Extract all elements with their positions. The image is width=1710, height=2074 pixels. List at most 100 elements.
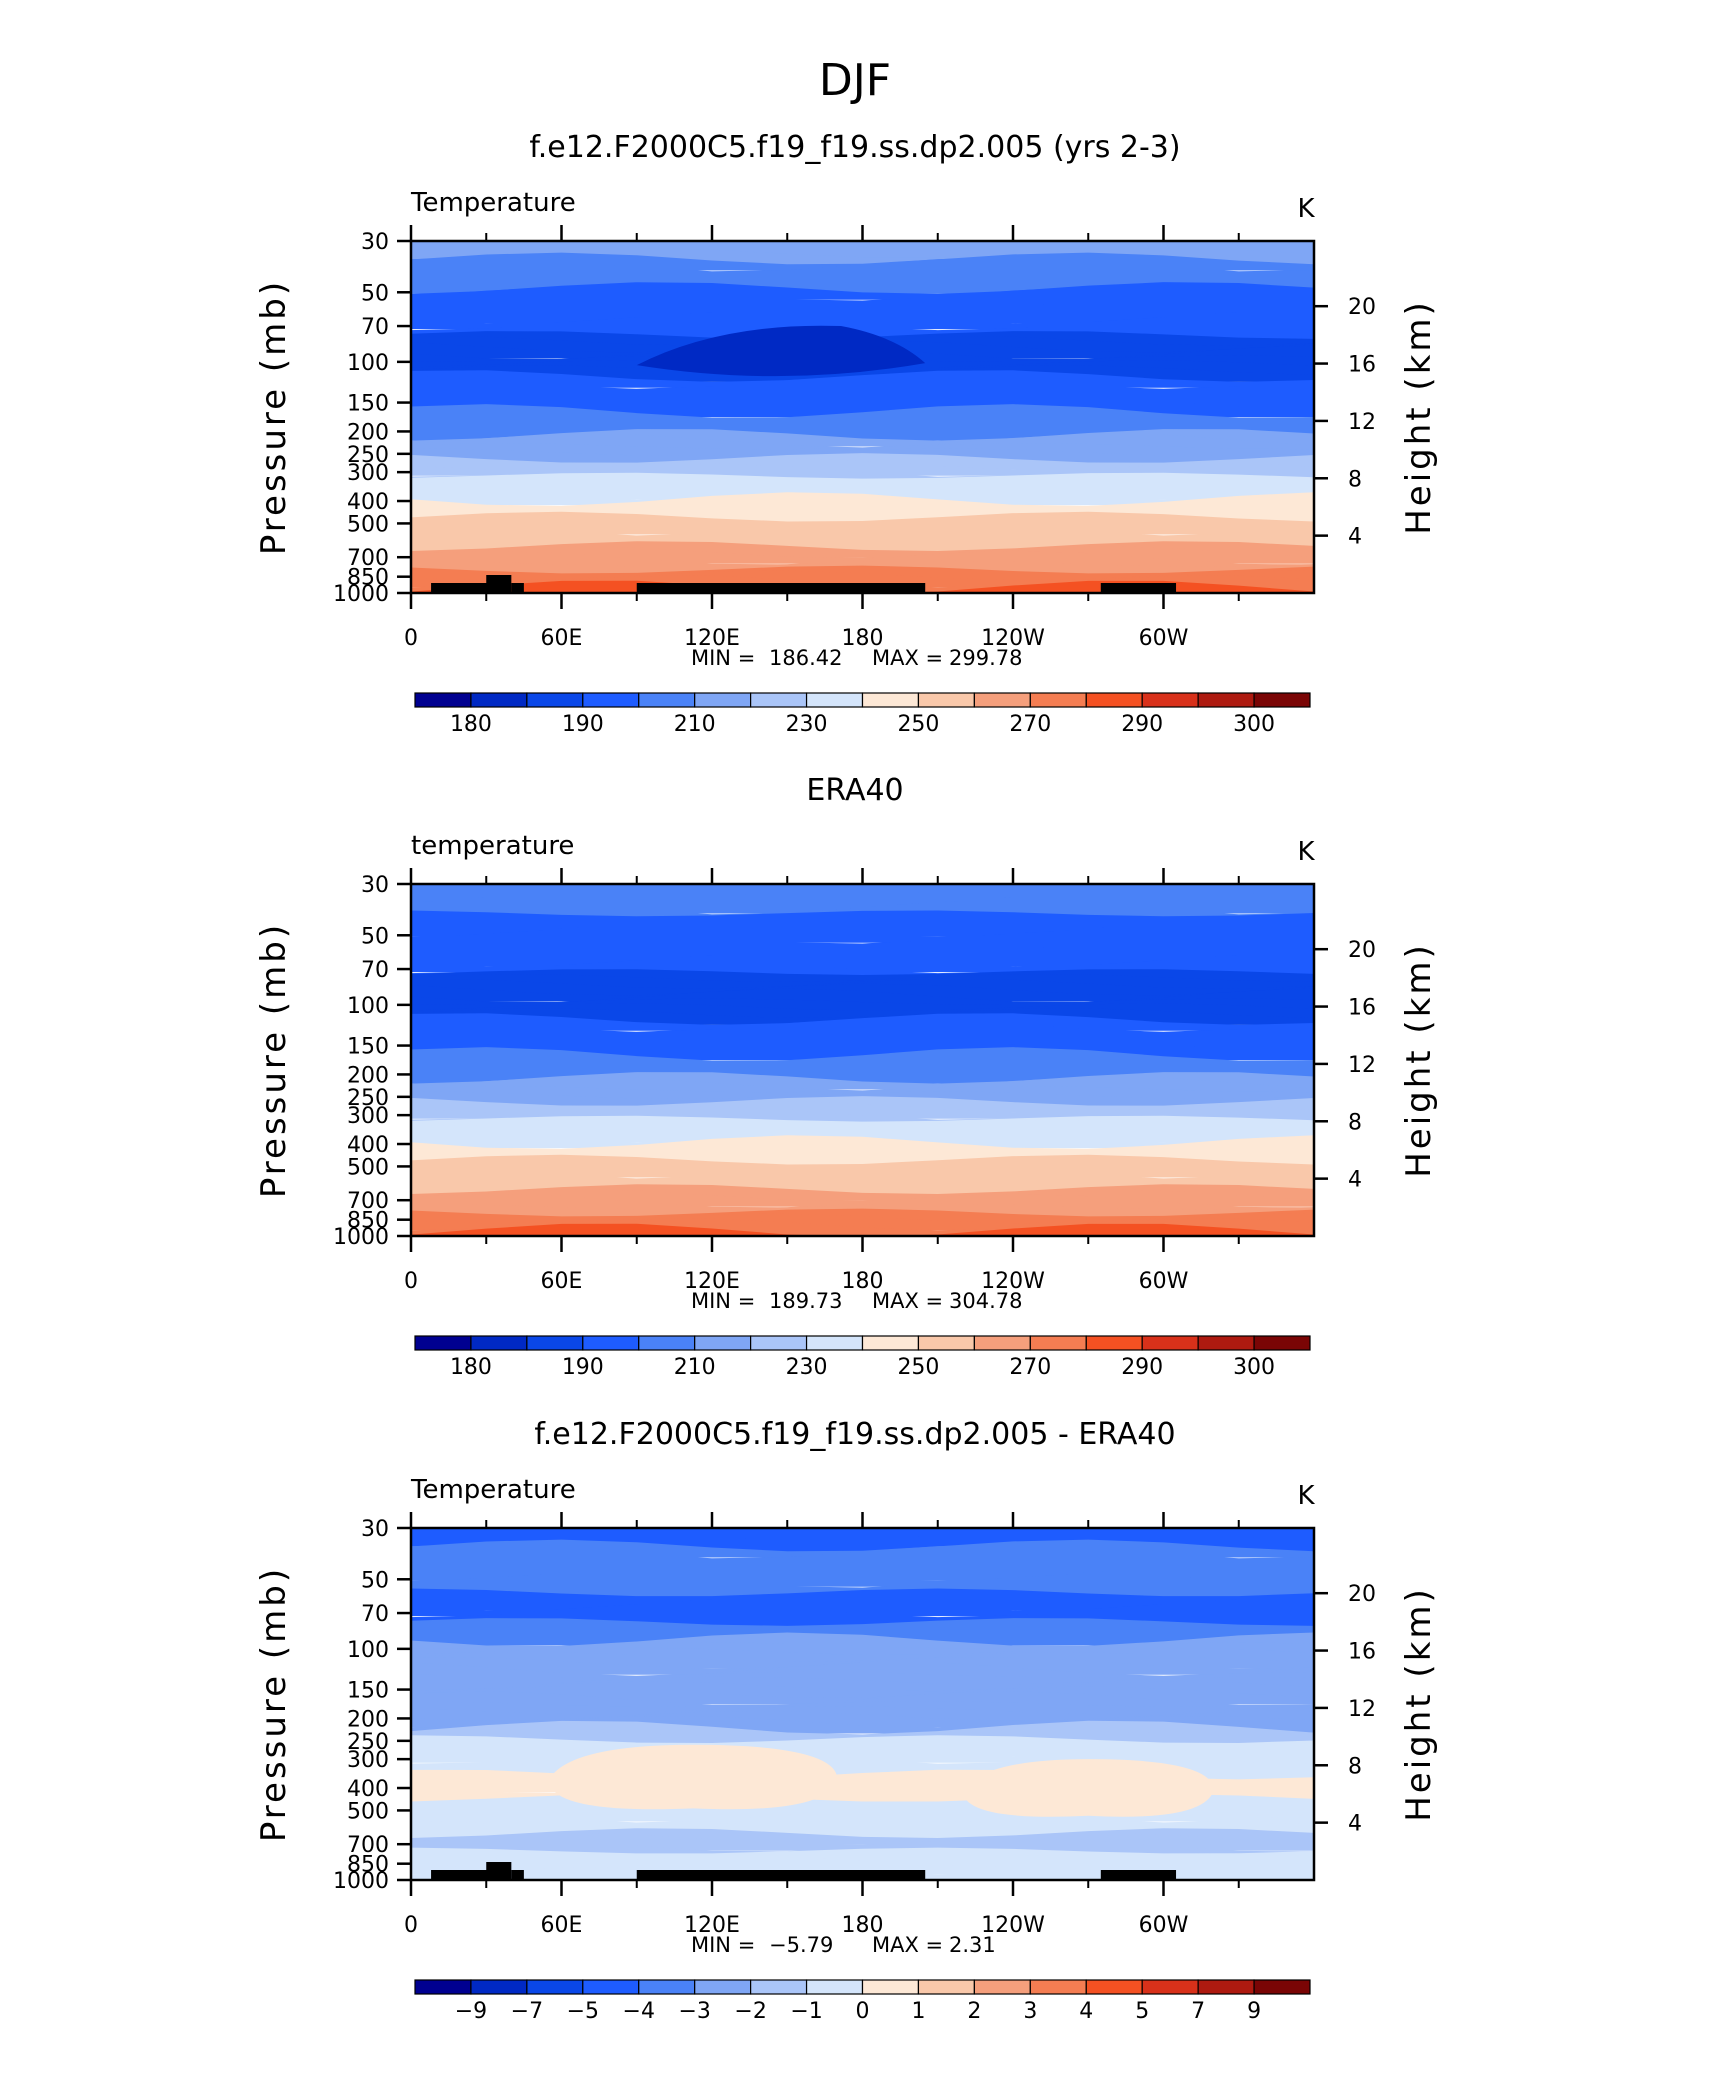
contour-band [411,1808,1314,1828]
colorbar-box [638,692,696,708]
colorbar-box [1141,1335,1199,1351]
y2-tick-label: 8 [1348,467,1362,492]
colorbar-box [861,1335,920,1351]
colorbar-box [414,1979,472,1995]
contour-field [411,241,1314,593]
y-tick-label: 850 [347,1853,389,1878]
x-tick-label: 60E [541,626,583,651]
colorbar-box [694,1335,752,1351]
colorbar-box [1141,692,1199,708]
min-label: MIN = [691,646,755,670]
x-tick-label: 60W [1139,1269,1189,1294]
y2-tick-label: 20 [1348,1582,1376,1607]
y2-tick-label: 20 [1348,295,1376,320]
y-tick-label: 150 [347,392,389,417]
colorbar-label: 230 [786,712,828,737]
y-tick-label: 850 [347,566,389,591]
y-tick-label: 50 [361,924,389,949]
colorbar-label: 230 [786,1355,828,1380]
colorbar-box [917,1335,975,1351]
max-value: 304.78 [949,1289,1022,1313]
colorbar-label: −9 [455,1999,487,2024]
min-value: −5.79 [769,1933,833,1957]
colorbar-box [1197,1335,1255,1351]
colorbar-box [1253,1335,1311,1351]
y2-tick-label: 12 [1348,410,1376,435]
colorbar-box [526,1335,584,1351]
panel-model: f.e12.F2000C5.f19_f19.ss.dp2.005 (yrs 2-… [254,130,1439,737]
colorbar-box [582,692,640,708]
y-tick-label: 30 [361,230,389,255]
x-tick-label: 120W [981,626,1045,651]
colorbar-label: −5 [567,1999,599,2024]
colorbar-label: 290 [1121,712,1163,737]
max-value: 299.78 [949,646,1022,670]
colorbar-label: 250 [897,1355,939,1380]
y-tick-label: 250 [347,1730,389,1755]
contour-band [411,1544,1314,1564]
contour-band [411,1662,1314,1681]
y-tick-label: 70 [361,1602,389,1627]
panel-era40: ERA40 temperature K Pressure (mb) Height… [254,773,1439,1380]
y2-axis-label: Height (km) [1399,942,1439,1178]
colorbar-label: 1 [911,1999,925,2024]
y-axis-label: Pressure (mb) [254,279,294,555]
colorbar-box [1253,1979,1311,1995]
colorbar-label: 290 [1121,1355,1163,1380]
colorbar-box [1197,1979,1255,1995]
panel-subtitle: Temperature [410,1475,576,1505]
topography-mask [1100,583,1177,593]
y2-axis-label: Height (km) [1399,1586,1439,1822]
x-tick-label: 120W [981,1913,1045,1938]
colorbar-box [861,692,920,708]
y2-tick-label: 4 [1348,525,1362,550]
topography-mask [636,1870,926,1880]
cold-pool-contour [636,325,926,377]
colorbar-box [750,1979,808,1995]
colorbar-label: 0 [856,1999,870,2024]
colorbar-box [414,692,472,708]
colorbar-box [1029,1979,1087,1995]
colorbar-box [1085,1335,1143,1351]
colorbar-box [861,1979,920,1995]
colorbar-box [1029,1335,1087,1351]
y-tick-label: 500 [347,1799,389,1824]
colorbar-box [1085,692,1143,708]
panel-subtitle: Temperature [410,188,576,218]
y2-tick-label: 4 [1348,1812,1362,1837]
max-label: MAX = [872,1289,943,1313]
y-tick-label: 150 [347,1679,389,1704]
min-label: MIN = [691,1933,755,1957]
colorbar-box [1085,1979,1143,1995]
colorbar-label: 190 [562,1355,604,1380]
y-tick-label: 400 [347,1133,389,1158]
y-tick-label: 250 [347,443,389,468]
y-tick-label: 70 [361,315,389,340]
colorbar-label: −1 [790,1999,822,2024]
topography-mask [636,583,926,593]
x-tick-label: 120E [684,626,740,651]
colorbar-label: 300 [1233,712,1275,737]
colorbar-box [638,1335,696,1351]
x-tick-label: 120W [981,1269,1045,1294]
y-tick-label: 250 [347,1086,389,1111]
topography-mask [511,583,524,593]
colorbar-box [750,692,808,708]
x-tick-label: 60E [541,1269,583,1294]
y2-tick-label: 16 [1348,353,1376,378]
y-tick-label: 150 [347,1035,389,1060]
max-label: MAX = [872,646,943,670]
colorbar-box [694,1979,752,1995]
colorbar-label: 250 [897,712,939,737]
colorbar-box [582,1335,640,1351]
contour-band [411,1223,1314,1236]
y2-axis-label: Height (km) [1399,299,1439,535]
colorbar-box [750,1335,808,1351]
y-tick-label: 200 [347,1063,389,1088]
colorbar-box [805,1335,864,1351]
colorbar-box [1197,692,1255,708]
y-tick-label: 400 [347,1777,389,1802]
colorbar-box [526,692,584,708]
colorbar-label: 2 [967,1999,981,2024]
colorbar-label: −4 [623,1999,655,2024]
